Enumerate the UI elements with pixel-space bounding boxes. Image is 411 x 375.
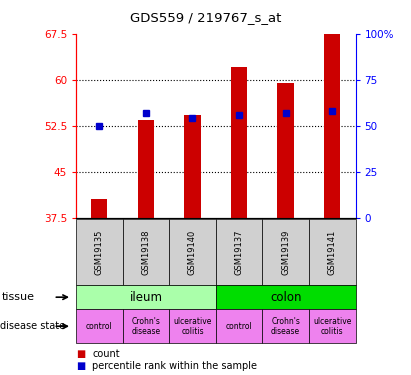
Bar xyxy=(324,34,340,218)
Bar xyxy=(277,83,294,218)
Text: GSM19140: GSM19140 xyxy=(188,230,197,275)
Text: colon: colon xyxy=(270,291,301,304)
Text: control: control xyxy=(226,322,252,331)
Text: disease state: disease state xyxy=(0,321,65,331)
Text: ulcerative
colitis: ulcerative colitis xyxy=(313,316,351,336)
Bar xyxy=(184,115,201,218)
Bar xyxy=(138,120,154,218)
Text: GSM19137: GSM19137 xyxy=(235,230,244,275)
Bar xyxy=(231,68,247,218)
Text: Crohn's
disease: Crohn's disease xyxy=(271,316,300,336)
Text: GSM19135: GSM19135 xyxy=(95,230,104,275)
Text: ulcerative
colitis: ulcerative colitis xyxy=(173,316,212,336)
Text: Crohn's
disease: Crohn's disease xyxy=(132,316,160,336)
Text: ileum: ileum xyxy=(129,291,162,304)
Text: percentile rank within the sample: percentile rank within the sample xyxy=(92,361,257,371)
Text: GDS559 / 219767_s_at: GDS559 / 219767_s_at xyxy=(130,11,281,24)
Text: control: control xyxy=(86,322,113,331)
Text: ■: ■ xyxy=(76,349,85,359)
Text: ■: ■ xyxy=(76,361,85,371)
Text: count: count xyxy=(92,349,120,359)
Bar xyxy=(91,199,108,217)
Text: GSM19141: GSM19141 xyxy=(328,230,337,275)
Text: tissue: tissue xyxy=(2,292,35,302)
Text: GSM19139: GSM19139 xyxy=(281,230,290,275)
Text: GSM19138: GSM19138 xyxy=(141,230,150,275)
